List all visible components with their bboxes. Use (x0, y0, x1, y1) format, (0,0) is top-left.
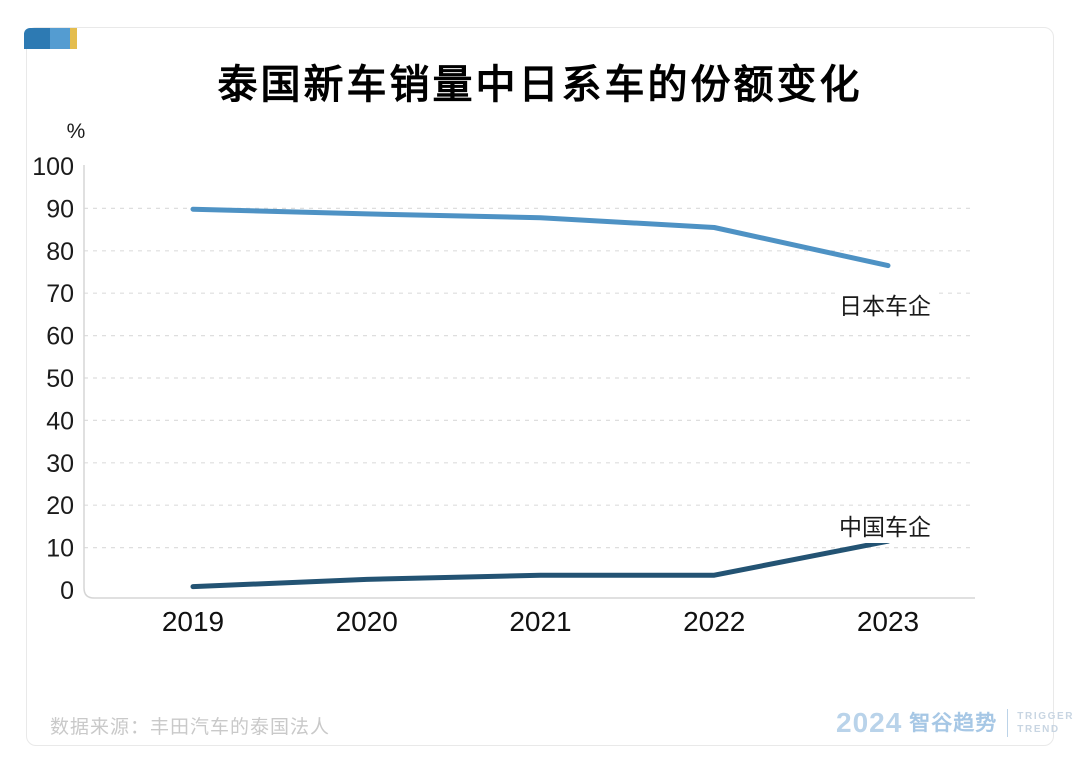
y-tick-label: 10 (46, 535, 74, 563)
footer-logo-tagline: TRIGGER TREND (1017, 710, 1074, 737)
y-tick-label: 90 (46, 195, 74, 223)
series-label-china: 中国车企 (836, 507, 934, 543)
x-tick-label: 2021 (509, 606, 571, 637)
footer-logo-tagline-line1: TRIGGER (1017, 710, 1075, 722)
brand-badge (24, 28, 77, 49)
badge-square-dark-blue (24, 28, 50, 49)
x-tick-label: 2023 (857, 606, 919, 637)
chart-card (26, 27, 1054, 746)
y-tick-label: 70 (46, 280, 74, 308)
y-tick-label: 100 (32, 153, 74, 181)
y-tick-label: 0 (60, 577, 74, 605)
x-tick-label: 2022 (683, 606, 745, 637)
footer-logo-tagline-line2: TREND (1017, 724, 1060, 735)
y-tick-label: 50 (46, 365, 74, 393)
series-line-japan (190, 206, 891, 269)
y-tick-label: 40 (46, 407, 74, 435)
badge-bar-yellow (70, 28, 77, 49)
series-line-china (190, 538, 891, 590)
footer-logo-name: 智谷趋势 (909, 711, 998, 735)
chart-title: 泰国新车销量中日系车的份额变化 (217, 63, 863, 107)
x-tick-label: 2020 (336, 606, 398, 637)
y-axis-unit-label: % (66, 120, 86, 143)
y-tick-label: 80 (46, 238, 74, 266)
y-tick-label: 60 (46, 323, 74, 351)
y-tick-label: 20 (46, 492, 74, 520)
footer-logo-year: 2024 (836, 707, 903, 738)
badge-square-light-blue (50, 28, 70, 49)
footer-logo-divider (1007, 709, 1009, 737)
axis-line (83, 165, 975, 599)
data-source-note: 数据来源：丰田汽车的泰国法人 (50, 717, 331, 738)
x-tick-label: 2019 (162, 606, 224, 637)
footer-logo: 2024 智谷趋势 TRIGGER TREND (836, 703, 1074, 743)
series-label-japan: 日本车企 (836, 286, 934, 322)
y-tick-label: 30 (46, 450, 74, 478)
